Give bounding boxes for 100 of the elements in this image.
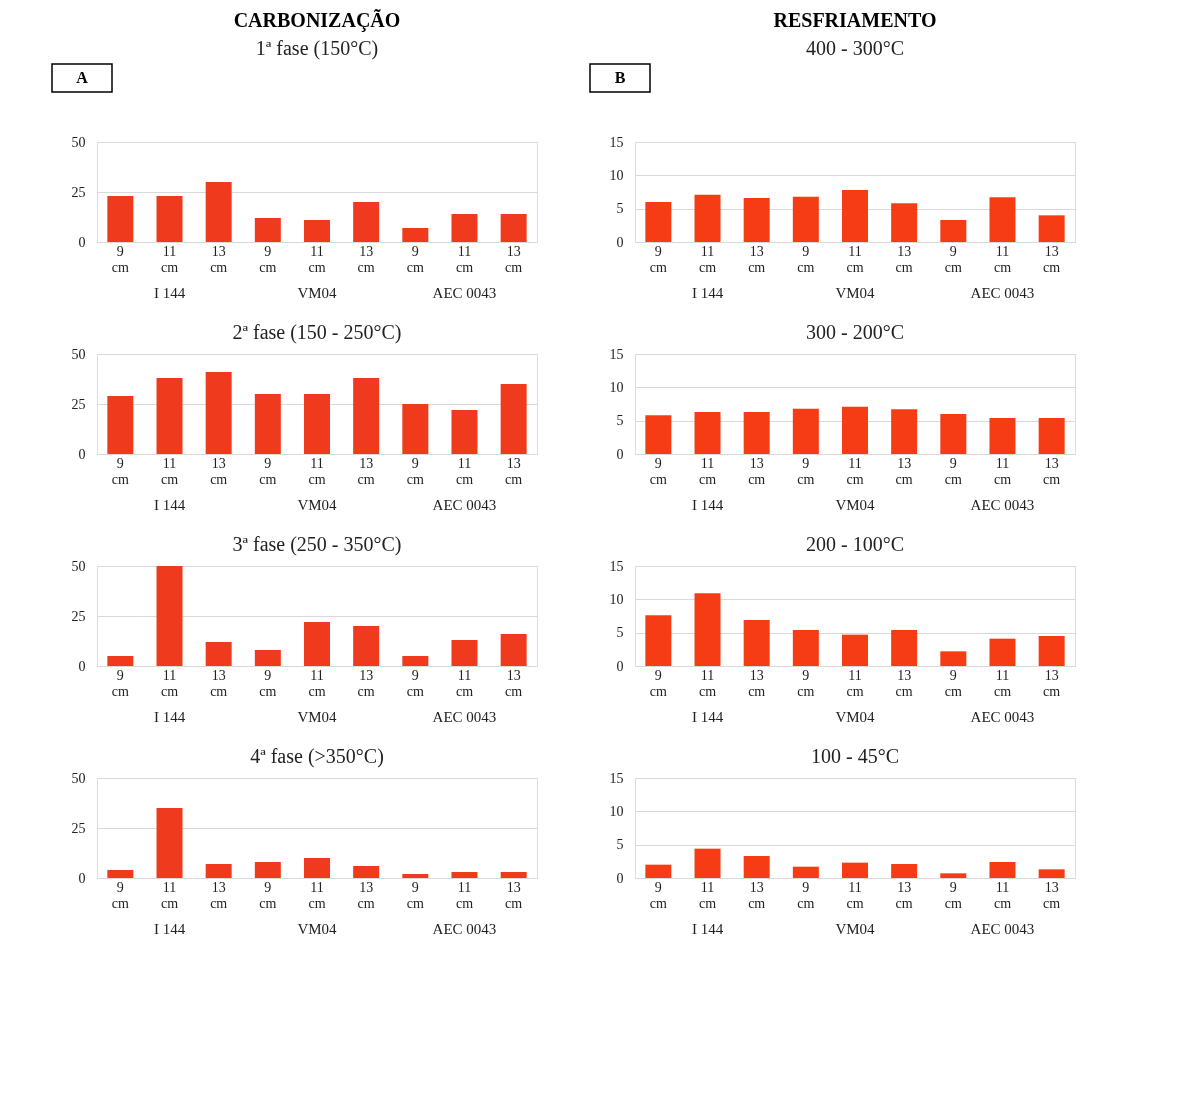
bar — [694, 593, 721, 666]
x-tick-label: 13 cm — [1043, 455, 1061, 487]
bar — [107, 396, 134, 454]
y-tick-label: 25 — [71, 396, 86, 412]
x-tick-label: 11 cm — [993, 667, 1012, 699]
bar — [694, 194, 721, 242]
y-tick-label: 5 — [616, 201, 624, 217]
text: AEC 0043 — [970, 709, 1035, 725]
x-tick-label: 9 cm — [797, 879, 815, 911]
text: AEC 0043 — [432, 285, 497, 301]
bar — [743, 620, 770, 666]
x-tick-label: 11 cm — [455, 879, 474, 911]
y-tick-label: 5 — [616, 413, 624, 429]
y-tick-label: 50 — [71, 346, 86, 362]
bar — [451, 872, 478, 878]
bar — [156, 378, 183, 454]
y-tick-label: 15 — [609, 346, 624, 362]
bar — [451, 640, 478, 666]
x-tick-label: 9 cm — [649, 879, 668, 911]
x-tick-label: 11 cm — [160, 667, 179, 699]
x-tick-label: 13 cm — [210, 455, 228, 487]
x-tick-label: 11 cm — [846, 667, 864, 699]
text: I 144 — [153, 285, 186, 301]
bar — [792, 866, 819, 878]
y-tick-label: 25 — [71, 820, 86, 836]
y-tick-label: 50 — [71, 134, 86, 150]
y-tick-label: 50 — [71, 558, 86, 574]
text: I 144 — [153, 921, 186, 937]
x-tick-label: 9 cm — [649, 455, 668, 487]
x-tick-label: 13 cm — [357, 667, 375, 699]
x-tick-label: 13 cm — [1043, 243, 1061, 275]
text: AEC 0043 — [432, 921, 497, 937]
x-tick-label: 11 cm — [846, 455, 864, 487]
x-tick-label: 9 cm — [406, 667, 424, 699]
x-tick-label: 9 cm — [111, 879, 130, 911]
bar — [743, 856, 770, 878]
text: VM04 — [835, 709, 876, 725]
bar — [107, 656, 134, 666]
text: AEC 0043 — [432, 497, 497, 513]
y-tick-label: 5 — [616, 837, 624, 853]
x-tick-label: 13 cm — [210, 243, 228, 275]
x-tick-label: 11 cm — [455, 455, 474, 487]
x-tick-label: 9 cm — [406, 243, 424, 275]
x-tick-label: 9 cm — [406, 455, 424, 487]
x-tick-label: 9 cm — [259, 455, 277, 487]
chart-title: RESFRIAMENTO — [773, 9, 937, 32]
x-tick-label: 9 cm — [406, 879, 424, 911]
x-tick-label: 11 cm — [308, 667, 326, 699]
text: VM04 — [297, 709, 338, 725]
x-tick-label: 13 cm — [748, 879, 766, 911]
x-tick-label: 11 cm — [846, 243, 864, 275]
y-tick-label: 10 — [609, 379, 624, 395]
y-tick-label: 25 — [71, 184, 86, 200]
y-tick-label: 15 — [609, 134, 624, 150]
bar — [205, 182, 232, 242]
x-tick-label: 13 cm — [748, 455, 766, 487]
x-tick-label: 9 cm — [259, 879, 277, 911]
bar — [304, 622, 330, 666]
x-tick-label: 11 cm — [993, 243, 1012, 275]
text: AEC 0043 — [970, 921, 1035, 937]
x-tick-label: 9 cm — [944, 879, 962, 911]
bar — [842, 862, 868, 878]
chart-subtitle: 1ª fase (150°C) — [255, 37, 379, 61]
bar — [156, 808, 183, 878]
y-tick-label: 0 — [78, 870, 86, 886]
bar — [792, 196, 819, 242]
x-tick-label: 9 cm — [797, 667, 815, 699]
text: VM04 — [297, 285, 338, 301]
x-tick-label: 11 cm — [160, 455, 179, 487]
y-tick-label: 0 — [616, 234, 624, 250]
y-tick-label: 50 — [71, 770, 86, 786]
x-tick-label: 11 cm — [698, 667, 717, 699]
bar — [1038, 869, 1065, 878]
x-tick-label: 13 cm — [210, 667, 228, 699]
bar — [500, 634, 527, 666]
bar — [645, 202, 672, 242]
x-tick-label: 11 cm — [846, 879, 864, 911]
x-tick-label: 13 cm — [895, 243, 913, 275]
bar — [304, 394, 330, 454]
chart-title: 3ª fase (250 - 350°C) — [232, 533, 402, 556]
bar — [107, 196, 134, 242]
text: I 144 — [153, 709, 186, 725]
bar — [989, 638, 1016, 666]
y-tick-label: 15 — [609, 558, 624, 574]
bar — [792, 630, 819, 666]
x-tick-label: 11 cm — [308, 879, 326, 911]
x-tick-label: 13 cm — [357, 879, 375, 911]
bar — [254, 394, 281, 454]
text: AEC 0043 — [970, 285, 1035, 301]
bar — [500, 384, 527, 454]
x-tick-label: 11 cm — [993, 455, 1012, 487]
x-tick-label: 13 cm — [748, 243, 766, 275]
y-tick-label: 0 — [616, 446, 624, 462]
bar — [891, 203, 918, 242]
text: I 144 — [691, 497, 724, 513]
chart-title: 300 - 200°C — [806, 321, 904, 343]
bar — [989, 862, 1016, 878]
x-tick-label: 11 cm — [308, 455, 326, 487]
bar — [205, 864, 232, 878]
bar — [891, 630, 918, 666]
